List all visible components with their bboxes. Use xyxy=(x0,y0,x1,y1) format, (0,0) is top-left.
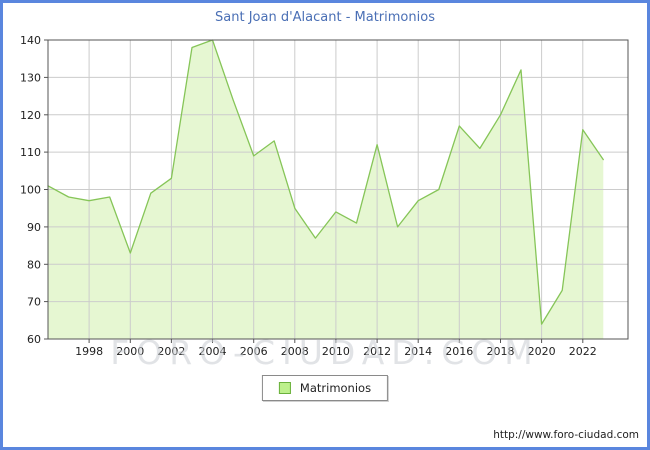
svg-text:120: 120 xyxy=(20,109,41,122)
svg-text:2022: 2022 xyxy=(569,345,597,358)
svg-text:130: 130 xyxy=(20,71,41,84)
svg-text:2002: 2002 xyxy=(157,345,185,358)
svg-text:1998: 1998 xyxy=(75,345,103,358)
svg-text:2012: 2012 xyxy=(363,345,391,358)
svg-text:2020: 2020 xyxy=(528,345,556,358)
legend-label: Matrimonios xyxy=(299,381,372,395)
svg-text:2006: 2006 xyxy=(240,345,268,358)
chart-title: Sant Joan d'Alacant - Matrimonios xyxy=(215,10,435,25)
svg-text:2010: 2010 xyxy=(322,345,350,358)
svg-text:2014: 2014 xyxy=(404,345,432,358)
svg-text:110: 110 xyxy=(20,146,41,159)
footer-url[interactable]: http://www.foro-ciudad.com xyxy=(493,429,639,441)
svg-text:100: 100 xyxy=(20,184,41,197)
svg-text:90: 90 xyxy=(27,221,41,234)
svg-text:2000: 2000 xyxy=(116,345,144,358)
chart-canvas: 60 70 80 90 100 110 120 130 140 1998 2000 2002 2004 2… xyxy=(20,34,629,358)
legend: Matrimonios xyxy=(261,375,389,401)
svg-text:70: 70 xyxy=(27,296,41,309)
svg-text:2018: 2018 xyxy=(487,345,515,358)
svg-text:2016: 2016 xyxy=(445,345,473,358)
svg-text:2004: 2004 xyxy=(199,345,227,358)
legend-swatch xyxy=(278,382,291,394)
svg-text:2008: 2008 xyxy=(281,345,309,358)
svg-text:80: 80 xyxy=(27,258,41,271)
svg-text:60: 60 xyxy=(27,333,41,346)
svg-text:140: 140 xyxy=(20,34,41,47)
